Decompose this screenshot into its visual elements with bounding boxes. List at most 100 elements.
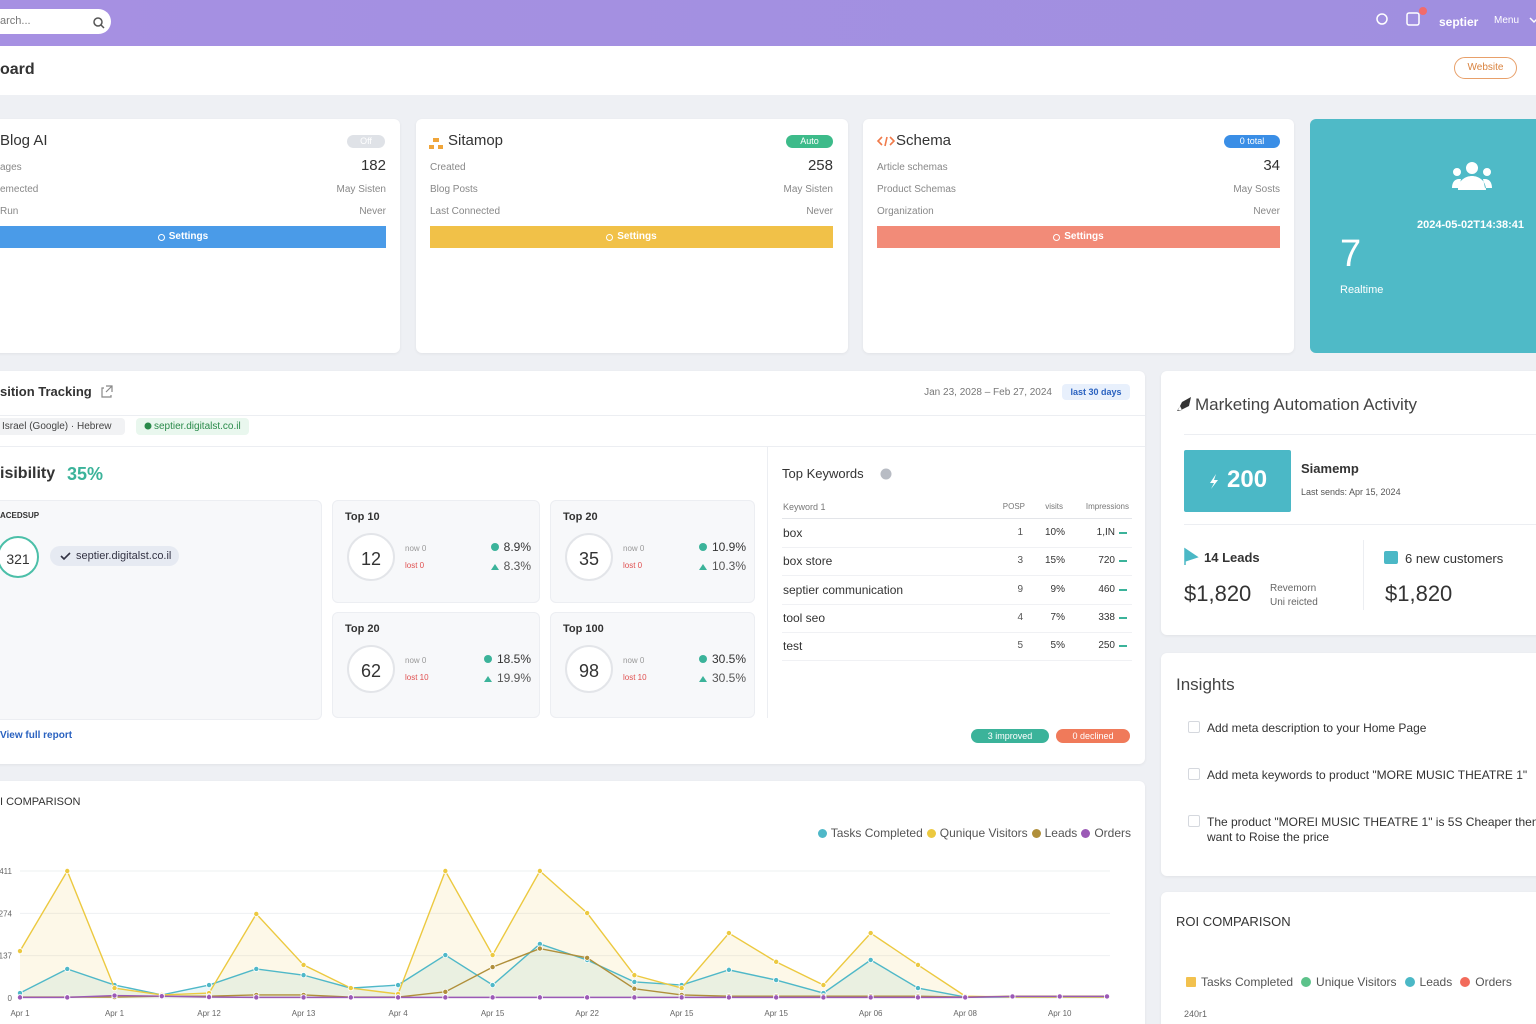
rank-now: now 0 — [623, 544, 645, 553]
insights-title: Insights — [1176, 675, 1235, 694]
card-row-value: Never — [1253, 206, 1280, 217]
trend-dash — [1119, 645, 1127, 648]
rank-lost: lost 10 — [623, 673, 647, 682]
divider — [767, 446, 768, 718]
card-row-label: Article schemas — [877, 162, 948, 173]
roi-title: ROI COMPARISON — [1176, 914, 1291, 929]
rank-lost: lost 0 — [623, 561, 643, 570]
search-box[interactable] — [0, 9, 111, 34]
settings-button[interactable]: Settings — [0, 226, 386, 248]
keyword-impressions: 338 — [1098, 611, 1115, 623]
card-badge: 0 total — [1224, 135, 1280, 148]
card-title: Sitamop — [448, 132, 504, 149]
chart-panel — [0, 781, 1145, 1024]
rank-change: 8.3% — [503, 559, 531, 573]
rank-lost: lost 10 — [405, 673, 429, 682]
roi-legend: Tasks Completed Unique Visitors Leads Order… — [1186, 976, 1512, 988]
realtime-card — [1310, 119, 1536, 353]
divider — [1184, 434, 1536, 435]
settings-button[interactable]: Settings — [877, 226, 1280, 248]
card-badge: Off — [347, 135, 385, 148]
card-row-value: May Sisten — [336, 184, 386, 195]
card-row-value: 34 — [1263, 157, 1280, 174]
card-row-value: 182 — [360, 157, 386, 174]
legend-label: Unique Visitors — [1316, 975, 1397, 989]
rank-group-title: Top 100 — [563, 623, 604, 635]
range-badge: last 30 days — [1062, 384, 1130, 400]
realtime-timestamp: 2024-05-02T14:38:41 — [1417, 219, 1525, 231]
card-row-label: Organization — [877, 206, 934, 217]
rank-change: 8.9% — [503, 540, 531, 554]
divider — [1184, 524, 1536, 525]
card-title: Schema — [896, 132, 952, 149]
legend: Tasks Completed Qunique Visitors Leads Orde… — [817, 826, 1131, 840]
keyword-visits: 10% — [1044, 527, 1065, 538]
card-row-value: 258 — [807, 157, 833, 174]
keyword-col: visits — [1045, 502, 1063, 511]
divider — [0, 446, 1145, 447]
gear-icon — [157, 233, 165, 241]
legend-item: Qunique Visitors — [926, 827, 1028, 839]
trend-dash — [1119, 616, 1127, 619]
card-row-label: ages — [0, 162, 22, 173]
legend-swatch — [1081, 828, 1091, 838]
settings-label: Settings — [1064, 231, 1104, 242]
rank-lost: lost 0 — [405, 561, 425, 570]
revenue-note: Revemorn — [1270, 583, 1317, 594]
card-row-label: Run — [0, 206, 19, 217]
automation-count: 200 — [1227, 466, 1268, 493]
page-title: oard — [0, 61, 35, 78]
source-domain: septier.digitalst.co.il — [50, 546, 180, 566]
keyword-impressions: 1,IN — [1096, 527, 1115, 538]
keywords-title: Top Keywords — [782, 466, 864, 481]
roi-tick: 240r1 — [1184, 1009, 1208, 1019]
keyword: box — [783, 526, 803, 540]
rank-change: 10.9% — [711, 540, 746, 554]
marketing-title: Marketing Automation Activity — [1195, 395, 1418, 414]
rank-change: 18.5% — [496, 652, 531, 666]
checkbox[interactable] — [1188, 815, 1200, 827]
legend-label: Orders — [1094, 826, 1131, 840]
campaign-name: Siamemp — [1301, 461, 1359, 476]
keyword: box store — [783, 554, 833, 569]
legend-label: Orders — [1475, 975, 1512, 989]
insight: Add meta keywords to product "MORE MUSIC… — [1207, 768, 1528, 782]
divider — [782, 518, 1132, 519]
chart-title: I COMPARISON — [0, 796, 81, 808]
keyword-visits: 5% — [1050, 640, 1065, 652]
keyword-visits: 15% — [1044, 555, 1065, 567]
divider — [782, 631, 1132, 633]
divider — [782, 603, 1132, 605]
visibility-value: 35% — [67, 464, 104, 484]
keyword-impressions: 250 — [1098, 640, 1115, 652]
legend-item: Leads — [1031, 827, 1077, 839]
revenue-note: Uni reicted — [1270, 597, 1318, 608]
website-button[interactable]: Website — [1454, 57, 1517, 79]
visibility-label: isibility — [0, 465, 56, 482]
keyword-col: Keyword 1 — [783, 502, 826, 512]
legend-swatch — [817, 828, 827, 838]
trend-dash — [1119, 560, 1127, 563]
legend-swatch — [1460, 977, 1471, 987]
declined-badge: 0 declined — [1056, 729, 1130, 743]
checkbox[interactable] — [1188, 768, 1200, 780]
settings-button[interactable]: Settings — [430, 226, 833, 248]
trend-dash — [1119, 588, 1127, 591]
legend-item: Unique Visitors — [1301, 975, 1397, 989]
user-name[interactable]: septier — [1439, 15, 1479, 29]
card-badge: Auto — [786, 135, 833, 148]
top-bar — [0, 0, 1536, 46]
checkbox[interactable] — [1188, 721, 1200, 733]
legend-item: Orders — [1460, 976, 1512, 988]
divider — [782, 547, 1132, 548]
menu[interactable]: Menu — [1494, 15, 1520, 26]
keyword: septier communication — [783, 582, 904, 597]
customers: 6 new customers — [1405, 551, 1504, 566]
card-row-label: Product Schemas — [877, 184, 956, 195]
roi-panel — [1161, 892, 1536, 1024]
search-placeholder[interactable]: arch... — [0, 15, 31, 27]
report-link[interactable]: View full report — [0, 730, 73, 741]
insight: The product "MOREI MUSIC THEATRE 1" is 5… — [1207, 815, 1536, 844]
